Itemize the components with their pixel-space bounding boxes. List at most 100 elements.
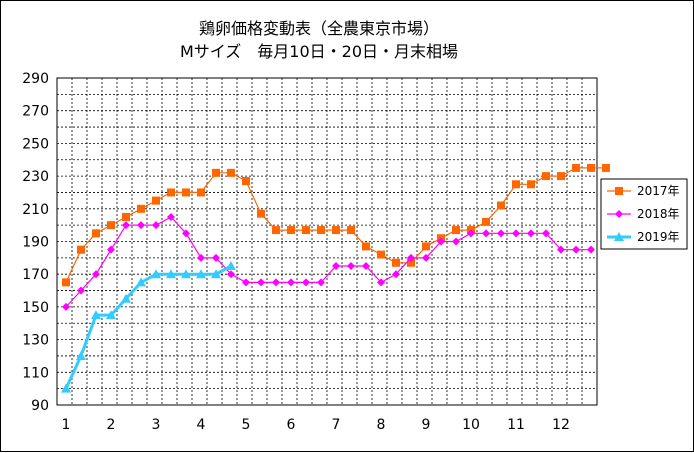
data-point — [362, 242, 370, 251]
data-point — [347, 226, 355, 235]
series-layer — [61, 163, 610, 393]
data-point — [257, 278, 265, 287]
y-tick-label: 290 — [22, 71, 49, 87]
series-2 — [61, 261, 236, 393]
legend-label: 2017年 — [637, 184, 680, 198]
data-point — [272, 226, 280, 235]
data-point — [542, 172, 550, 181]
data-point — [377, 278, 385, 287]
series-1 — [62, 212, 595, 311]
data-point — [107, 245, 115, 254]
data-point — [482, 217, 490, 226]
data-point — [452, 237, 460, 246]
x-tick-label: 8 — [377, 417, 386, 433]
data-point — [362, 262, 370, 271]
data-point — [77, 286, 85, 295]
data-point — [212, 253, 220, 262]
x-tick-label: 11 — [507, 417, 525, 433]
data-point — [422, 253, 430, 262]
legend-marker — [615, 210, 623, 218]
data-point — [302, 226, 310, 235]
legend-entry: 2019年 — [607, 230, 680, 244]
data-point — [332, 226, 340, 235]
data-point — [182, 229, 190, 238]
data-point — [557, 245, 565, 254]
data-point — [497, 229, 505, 238]
data-point — [347, 262, 355, 271]
x-tick-label: 1 — [62, 417, 71, 433]
data-point — [602, 163, 610, 172]
data-point — [467, 229, 475, 238]
data-point — [542, 229, 550, 238]
y-tick-label: 250 — [22, 136, 49, 152]
y-tick-label: 230 — [22, 169, 49, 185]
data-point — [152, 196, 160, 205]
data-point — [152, 221, 160, 230]
x-tick-label: 2 — [107, 417, 116, 433]
x-tick-label: 4 — [197, 417, 206, 433]
data-point — [242, 177, 250, 186]
data-point — [226, 261, 236, 271]
data-point — [92, 229, 100, 238]
grid-lines — [57, 78, 597, 405]
y-tick-label: 130 — [22, 333, 49, 349]
y-axis-ticks: 90 110 130 150 170 190 210 230 250 270 290 — [22, 71, 49, 414]
data-point — [121, 293, 131, 303]
y-tick-label: 210 — [22, 202, 49, 218]
data-point — [227, 168, 235, 177]
data-point — [62, 278, 70, 287]
data-point — [437, 237, 445, 246]
data-point — [196, 269, 206, 279]
data-point — [227, 270, 235, 279]
y-tick-label: 90 — [31, 398, 49, 414]
data-point — [136, 277, 146, 287]
data-point — [407, 258, 415, 267]
chart-title-line-2: Mサイズ 毎月10日・20日・月末相場 — [180, 42, 458, 61]
data-point — [377, 250, 385, 259]
data-point — [512, 229, 520, 238]
data-point — [452, 226, 460, 235]
data-point — [287, 226, 295, 235]
data-point — [422, 242, 430, 251]
data-point — [197, 188, 205, 197]
legend-label: 2018年 — [637, 207, 680, 221]
data-point — [527, 229, 535, 238]
data-point — [272, 278, 280, 287]
data-point — [587, 245, 595, 254]
data-point — [137, 221, 145, 230]
data-point — [77, 245, 85, 254]
legend-entry: 2018年 — [607, 207, 680, 221]
x-tick-label: 3 — [152, 417, 161, 433]
data-point — [122, 212, 130, 221]
data-point — [181, 269, 191, 279]
data-point — [211, 269, 221, 279]
data-point — [197, 253, 205, 262]
data-point — [407, 253, 415, 262]
data-point — [122, 221, 130, 230]
data-point — [92, 270, 100, 279]
data-point — [557, 172, 565, 181]
data-point — [317, 278, 325, 287]
legend-marker — [614, 232, 624, 241]
x-tick-label: 12 — [552, 417, 570, 433]
x-tick-label: 5 — [242, 417, 251, 433]
data-point — [287, 278, 295, 287]
x-tick-label: 9 — [422, 417, 431, 433]
data-point — [62, 302, 70, 311]
data-point — [106, 310, 116, 320]
data-point — [151, 269, 161, 279]
y-tick-label: 150 — [22, 300, 49, 316]
data-point — [242, 278, 250, 287]
data-point — [91, 310, 101, 320]
x-tick-label: 6 — [287, 417, 296, 433]
data-point — [167, 188, 175, 197]
y-tick-label: 270 — [22, 104, 49, 120]
legend-label: 2019年 — [637, 230, 680, 244]
x-tick-label: 7 — [332, 417, 341, 433]
data-point — [587, 163, 595, 172]
data-point — [332, 262, 340, 271]
y-tick-label: 110 — [22, 365, 49, 381]
data-point — [182, 188, 190, 197]
data-point — [166, 269, 176, 279]
